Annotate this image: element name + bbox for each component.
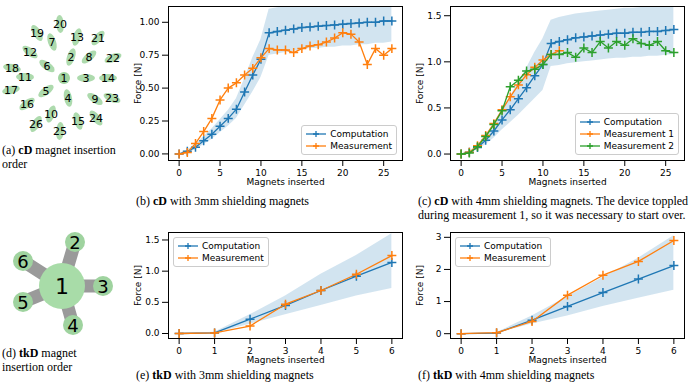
html-text:(b) cD with 3mm shielding magn: (b) cD with 3mm shielding magnets: [136, 194, 309, 208]
html-text:Measurement: Measurement: [484, 253, 546, 263]
svg-text:0.0: 0.0: [145, 328, 160, 338]
svg-text:3: 3: [282, 345, 289, 356]
html-text:(d) tkD magnet insertion order: (d) tkD magnet insertion order: [2, 346, 77, 374]
svg-text:Magnets inserted: Magnets inserted: [528, 355, 606, 365]
svg-text:6: 6: [44, 60, 51, 73]
svg-text:11: 11: [18, 71, 32, 84]
svg-text:Force [N]: Force [N]: [133, 63, 143, 104]
svg-text:10: 10: [44, 108, 58, 121]
svg-text:13: 13: [70, 31, 84, 44]
svg-text:14: 14: [101, 72, 115, 85]
svg-text:Magnets inserted: Magnets inserted: [528, 177, 606, 187]
svg-text:2: 2: [247, 345, 253, 356]
svg-text:4: 4: [67, 315, 78, 336]
svg-text:5: 5: [636, 346, 642, 356]
svg-text:2: 2: [69, 232, 80, 253]
svg-text:25: 25: [660, 168, 671, 178]
svg-text:4: 4: [318, 345, 324, 356]
html-text:(f) tkD with 4mm shielding mag: (f) tkD with 4mm shielding magnets: [418, 368, 595, 382]
html-text:(a) cD magnet insertion order: (a) cD magnet insertion order: [2, 143, 116, 171]
svg-text:21: 21: [91, 32, 105, 45]
svg-text:4: 4: [600, 345, 606, 356]
html-text:Measurement: Measurement: [330, 141, 392, 151]
svg-text:3: 3: [436, 232, 442, 242]
svg-text:9: 9: [92, 93, 99, 106]
svg-text:1.0: 1.0: [427, 57, 442, 67]
svg-text:15: 15: [578, 167, 590, 178]
html-text:Measurement 2: Measurement 2: [603, 141, 674, 151]
svg-text:1: 1: [494, 346, 500, 356]
svg-text:8: 8: [86, 51, 93, 64]
svg-text:20: 20: [619, 168, 631, 178]
svg-text:1.00: 1.00: [139, 17, 159, 27]
svg-text:1.5: 1.5: [145, 235, 159, 245]
svg-text:23: 23: [105, 92, 119, 105]
svg-text:Force [N]: Force [N]: [415, 63, 425, 104]
svg-text:3: 3: [564, 345, 571, 356]
svg-text:12: 12: [23, 46, 37, 59]
svg-text:2: 2: [436, 264, 442, 274]
svg-text:5: 5: [43, 85, 50, 98]
svg-text:0: 0: [458, 168, 464, 178]
svg-text:6: 6: [671, 346, 677, 356]
svg-text:0.0: 0.0: [427, 149, 442, 159]
svg-text:25: 25: [378, 168, 389, 178]
svg-text:10: 10: [255, 167, 267, 178]
svg-text:1.5: 1.5: [427, 11, 441, 21]
svg-text:1: 1: [61, 72, 68, 85]
html-text:Computation: Computation: [202, 241, 261, 251]
html-text:(c) cD with 4mm shielding magn: (c) cD with 4mm shielding magnets. The d…: [418, 194, 689, 222]
svg-text:22: 22: [106, 52, 120, 65]
svg-text:Force [N]: Force [N]: [415, 265, 425, 306]
html-text:Computation: Computation: [484, 241, 543, 251]
svg-text:1: 1: [436, 296, 442, 306]
svg-text:0.75: 0.75: [139, 50, 159, 60]
svg-text:0.00: 0.00: [139, 149, 159, 159]
svg-text:25: 25: [53, 125, 67, 138]
svg-text:Magnets inserted: Magnets inserted: [246, 355, 324, 365]
html-text:(e) tkD with 3mm shielding mag: (e) tkD with 3mm shielding magnets: [136, 368, 314, 382]
svg-text:17: 17: [4, 84, 18, 97]
svg-text:5: 5: [354, 346, 360, 356]
svg-text:26: 26: [29, 118, 43, 131]
svg-text:15: 15: [296, 167, 308, 178]
svg-text:18: 18: [5, 62, 19, 75]
svg-text:10: 10: [537, 167, 549, 178]
svg-text:0: 0: [176, 346, 182, 356]
svg-text:5: 5: [499, 168, 505, 178]
svg-text:Magnets inserted: Magnets inserted: [246, 177, 324, 187]
svg-text:1.0: 1.0: [145, 266, 160, 276]
svg-text:0: 0: [436, 329, 442, 339]
svg-text:5: 5: [17, 292, 28, 313]
svg-text:0.25: 0.25: [139, 116, 159, 126]
svg-text:0: 0: [176, 168, 182, 178]
svg-text:0.50: 0.50: [139, 83, 160, 93]
svg-text:20: 20: [337, 168, 349, 178]
svg-text:0.5: 0.5: [145, 297, 159, 307]
svg-text:1: 1: [55, 274, 69, 299]
svg-text:15: 15: [71, 115, 85, 128]
svg-text:3: 3: [97, 276, 108, 297]
html-text:Measurement: Measurement: [202, 253, 264, 263]
html-text:Measurement 1: Measurement 1: [603, 129, 674, 139]
svg-text:2: 2: [68, 51, 75, 64]
svg-text:1: 1: [212, 346, 218, 356]
svg-text:7: 7: [49, 36, 56, 49]
svg-text:20: 20: [53, 18, 67, 31]
svg-text:5: 5: [217, 168, 223, 178]
html-text:Computation: Computation: [603, 117, 662, 127]
svg-text:6: 6: [389, 346, 395, 356]
svg-text:0: 0: [458, 346, 464, 356]
html-text:Computation: Computation: [330, 129, 389, 139]
svg-text:6: 6: [17, 251, 28, 272]
svg-text:2: 2: [529, 345, 535, 356]
svg-text:16: 16: [20, 98, 34, 111]
svg-text:3: 3: [83, 72, 90, 85]
svg-text:4: 4: [65, 92, 72, 105]
svg-text:Force [N]: Force [N]: [133, 265, 143, 306]
svg-text:24: 24: [89, 112, 103, 125]
svg-text:19: 19: [30, 27, 44, 40]
svg-text:0.5: 0.5: [427, 103, 441, 113]
